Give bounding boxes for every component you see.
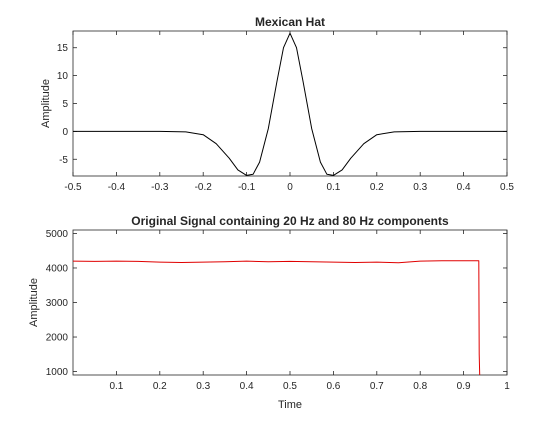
mexican-hat-xtick-label: 0 (287, 182, 293, 193)
mexican-hat-xtick-label: -0.1 (238, 182, 256, 193)
original-signal-xtick-label: 0.1 (109, 381, 123, 392)
mexican-hat-xtick-label: 0.4 (457, 182, 471, 193)
mexican-hat-ylabel: Amplitude (40, 79, 52, 128)
mexican-hat-title: Mexican Hat (255, 15, 325, 29)
mexican-hat-xtick-label: -0.4 (108, 182, 126, 193)
mexican-hat-xtick-label: 0.1 (326, 182, 340, 193)
original-signal-xtick-label: 1 (504, 381, 510, 392)
original-signal-ytick-label: 3000 (46, 298, 69, 309)
original-signal-xtick-label: 0.4 (240, 381, 254, 392)
mexican-hat-xtick-label: 0.5 (500, 182, 514, 193)
mexican-hat-xtick-label: -0.2 (195, 182, 213, 193)
mexican-hat-ytick-label: 10 (57, 71, 69, 82)
mexican-hat-plot-area (73, 31, 507, 176)
mexican-hat-xtick-label: -0.3 (151, 182, 169, 193)
original-signal-xtick-label: 0.5 (283, 381, 297, 392)
original-signal-xtick-label: 0.9 (457, 381, 471, 392)
mexican-hat-xtick-label: -0.5 (64, 182, 82, 193)
original-signal-title: Original Signal containing 20 Hz and 80 … (131, 214, 449, 228)
mexican-hat-xtick-label: 0.3 (413, 182, 427, 193)
original-signal-plot-area (73, 230, 507, 375)
mexican-hat-ytick-label: 0 (62, 127, 68, 138)
original-signal-ytick-label: 4000 (46, 263, 69, 274)
original-signal-xtick-label: 0.7 (370, 381, 384, 392)
original-signal-ytick-label: 5000 (46, 229, 69, 240)
mexican-hat-axes: Mexican Hat Amplitude -0.5 -0.4 -0.3 -0.2 -0… (40, 15, 514, 193)
mexican-hat-ytick-label: -5 (59, 155, 68, 166)
mexican-hat-ytick-label: 15 (57, 43, 69, 54)
mexican-hat-ytick-label: 5 (62, 99, 68, 110)
original-signal-xlabel: Time (278, 399, 302, 411)
original-signal-ylabel: Amplitude (28, 278, 40, 327)
original-signal-ytick-label: 2000 (46, 333, 69, 344)
original-signal-xtick-label: 0.8 (413, 381, 427, 392)
original-signal-xtick-label: 0.6 (326, 381, 340, 392)
mexican-hat-xtick-label: 0.2 (370, 182, 384, 193)
original-signal-ytick-label: 1000 (46, 367, 69, 378)
original-signal-xtick-label: 0.2 (153, 381, 167, 392)
original-signal-xtick-label: 0.3 (196, 381, 210, 392)
